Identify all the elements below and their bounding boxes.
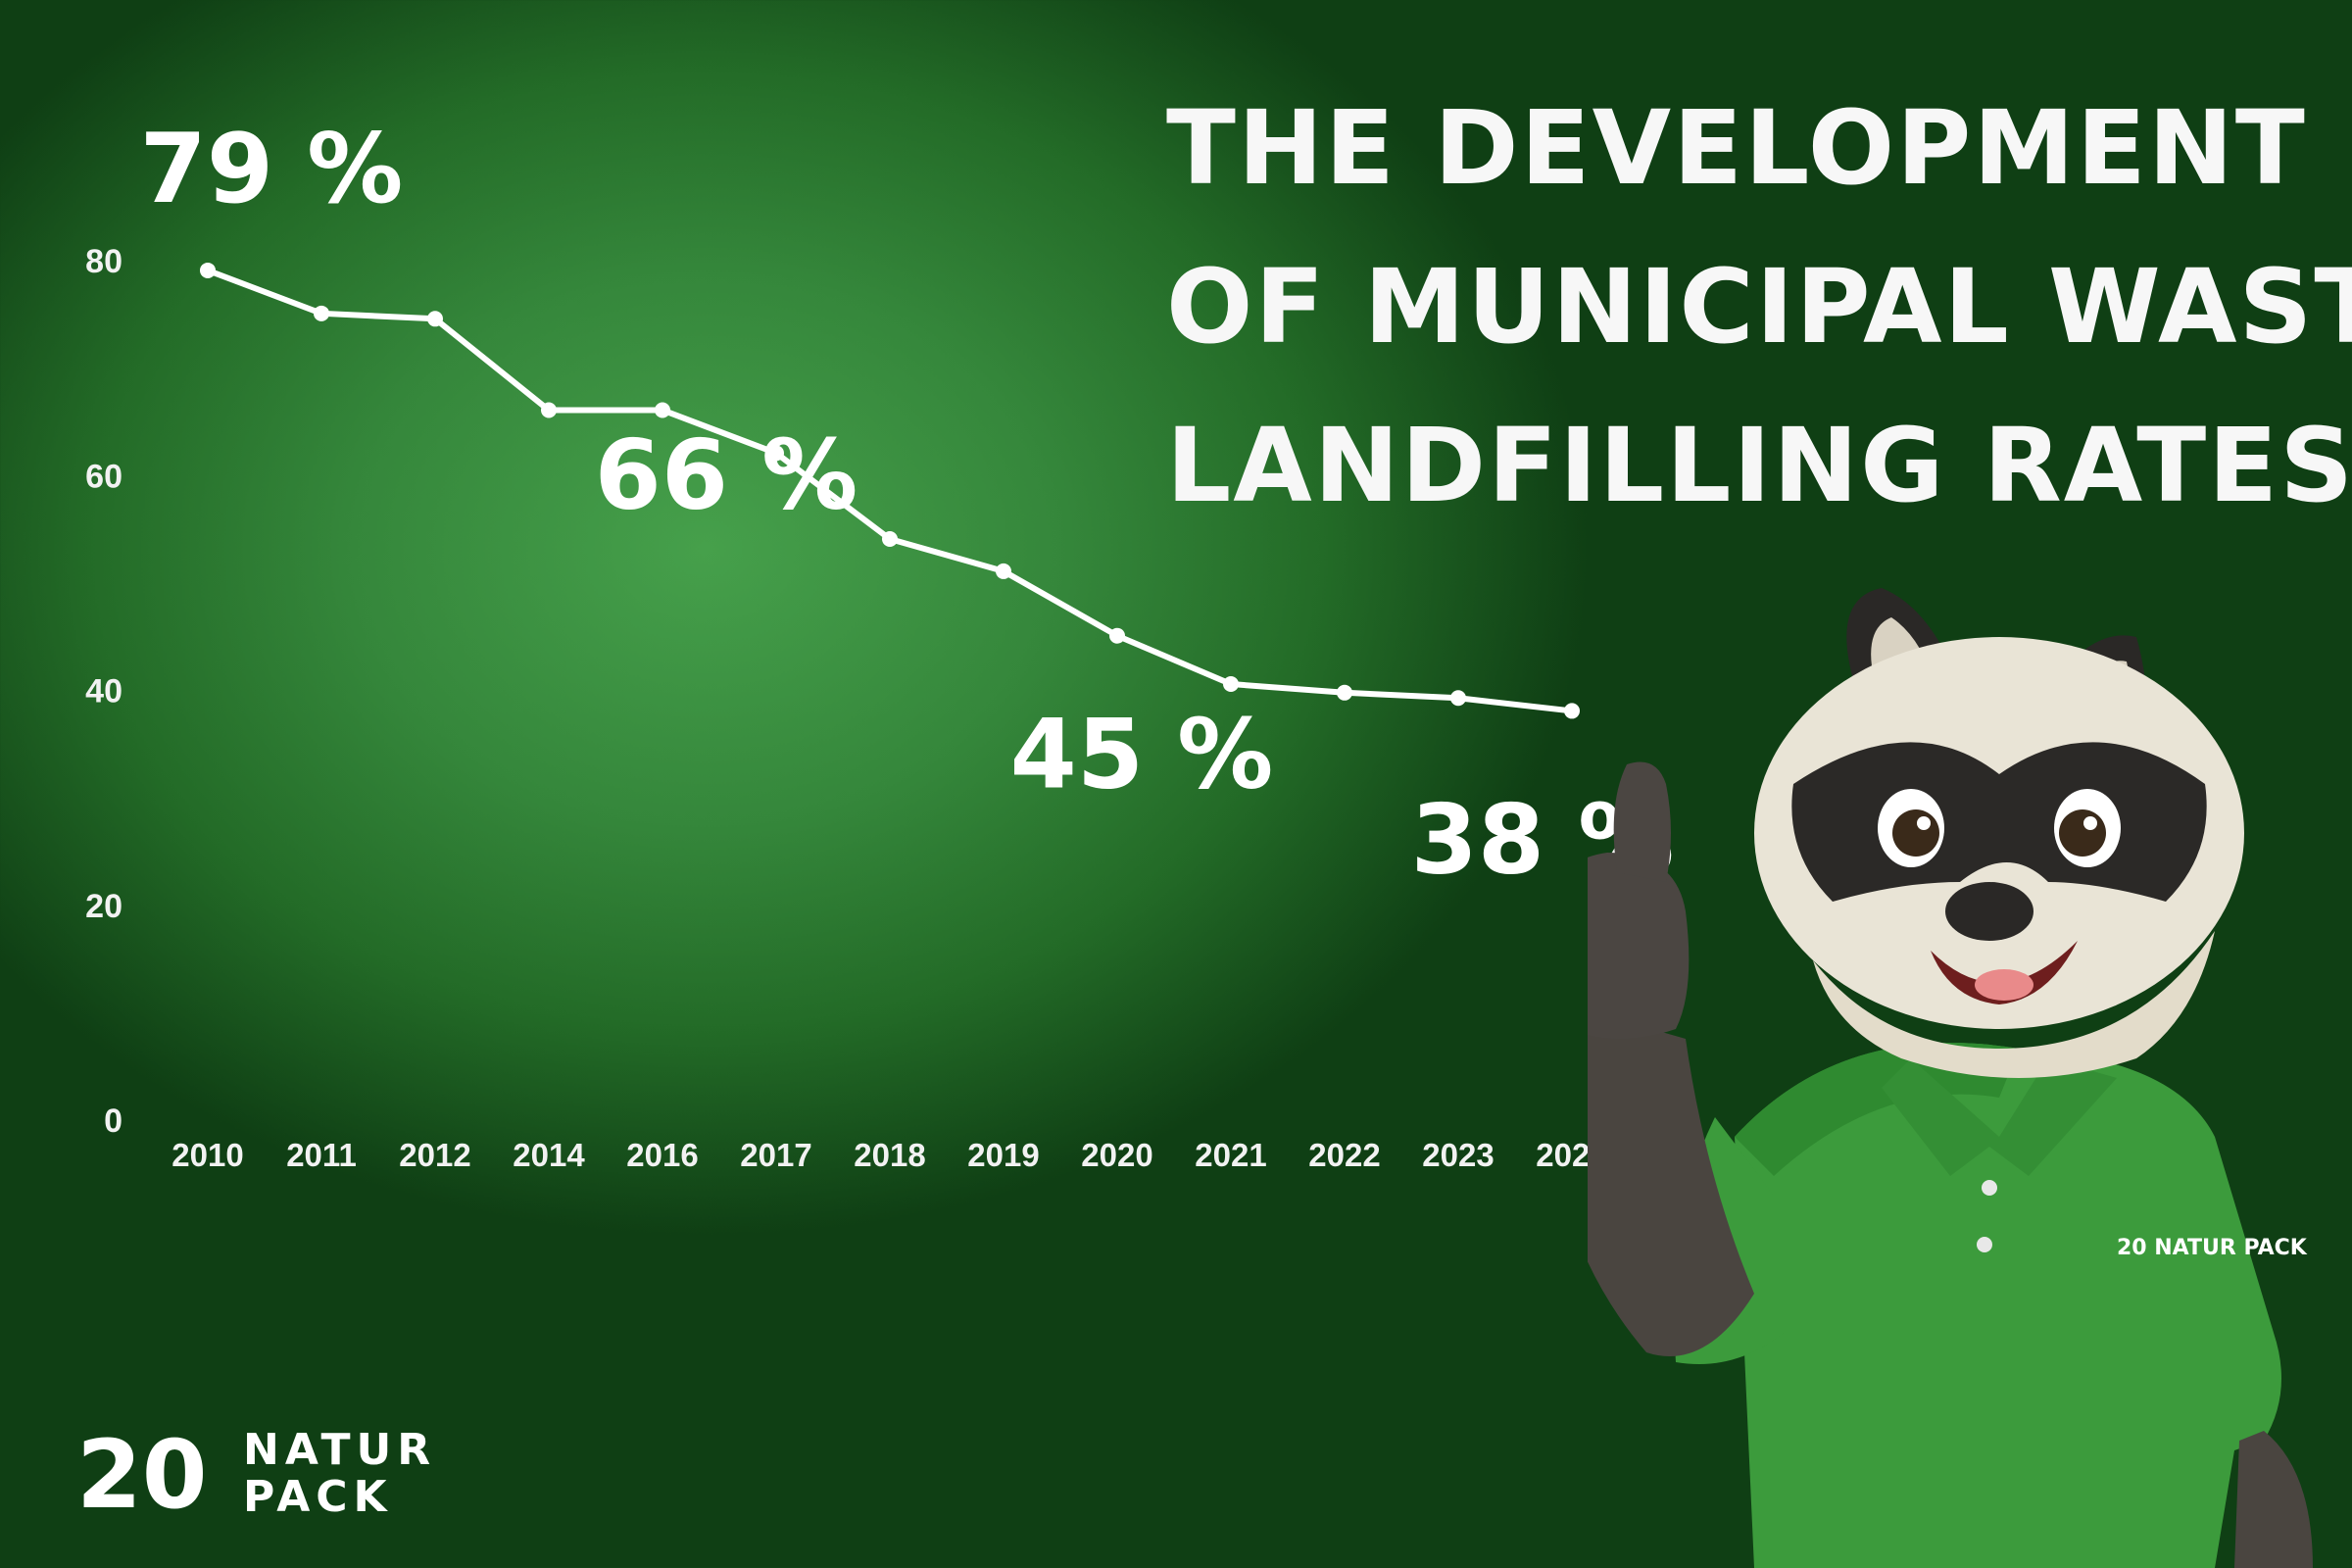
data-point [768,445,784,462]
data-point [1564,703,1580,719]
data-point [314,305,329,321]
data-point [1337,684,1352,701]
y-axis-ticks: 0 20 40 60 80 [85,243,122,1140]
x-tick-label: 2016 [626,1137,698,1173]
chart-title: THE DEVELOPMENT OF MUNICIPAL WASTE LANDF… [1166,69,2352,545]
value-callouts: 79 %66 %45 %38 % [140,114,1675,896]
data-point [1450,690,1466,707]
x-tick-label: 2014 [513,1137,585,1173]
logo-number: 20 [76,1420,208,1530]
y-tick-label: 20 [85,888,122,925]
logo-word-natur: NATUR [243,1425,437,1475]
title-line-3: LANDFILLING RATES [1166,406,2352,525]
y-tick-label: 40 [85,673,122,710]
x-tick-label: 2022 [1308,1137,1380,1173]
y-tick-label: 60 [85,458,122,495]
x-tick-label: 2023 [1422,1137,1494,1173]
data-point [1109,627,1125,644]
x-tick-label: 2011 [286,1137,357,1173]
shirt-logo: 20 NATUR PACK [2117,1236,2308,1260]
x-tick-label: 2019 [967,1137,1039,1173]
x-tick-label: 2020 [1081,1137,1152,1173]
data-point [541,402,557,418]
y-tick-label: 0 [104,1102,122,1140]
data-point [427,311,443,327]
logo-wordmark: NATUR PACK [243,1427,436,1521]
x-tick-label: 2021 [1195,1137,1266,1173]
title-line-2: OF MUNICIPAL WASTE [1166,247,2352,367]
data-point [200,262,216,278]
value-callout: 45 % [1010,700,1274,811]
data-point [655,402,670,418]
value-callout: 79 % [140,114,404,225]
series-line [205,267,1575,714]
y-tick-label: 80 [85,243,122,280]
raccoon-mascot-illustration: 20 NATUR PACK [1588,588,2313,1568]
naturpack-logo: 20 NATUR PACK [76,1421,468,1529]
x-axis-ticks: 2010 2011 2012 2014 2016 2017 2018 2019 2020 2021… [172,1137,1608,1173]
x-tick-label: 2012 [399,1137,470,1173]
data-points [200,262,1580,719]
x-tick-label: 2018 [854,1137,925,1173]
x-tick-label: 2017 [740,1137,811,1173]
data-point [1223,676,1239,693]
data-point [882,531,898,548]
logo-word-pack: PACK [243,1472,393,1522]
data-point [996,563,1011,579]
value-callout: 66 % [595,419,858,531]
x-tick-label: 2010 [172,1137,243,1173]
title-line-1: THE DEVELOPMENT [1166,88,2307,208]
